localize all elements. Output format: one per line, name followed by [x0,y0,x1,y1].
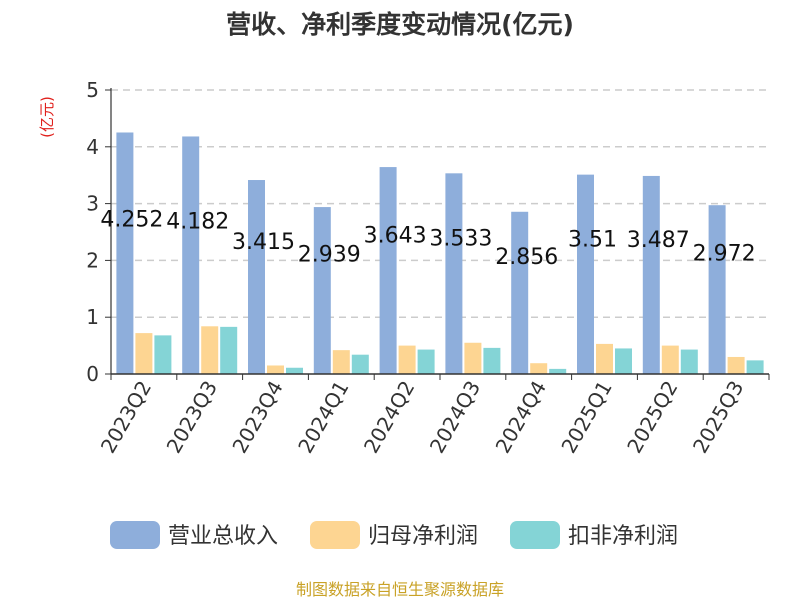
y-tick-label: 2 [86,248,99,272]
legend-swatch-2 [310,521,360,549]
bar-2025Q1-series-3 [615,348,632,374]
bar-2024Q4-series-2 [530,363,548,374]
data-label-2024Q1: 2.939 [298,243,361,268]
x-tick-label-2025Q2: 2025Q2 [622,377,682,458]
y-tick-label: 4 [86,135,99,159]
x-tick-label-2023Q4: 2023Q4 [227,377,287,458]
bar-2024Q2-series-3 [417,349,435,374]
y-tick-label: 0 [86,362,99,386]
bar-2023Q4-series-3 [286,367,303,374]
bar-2023Q2-series-3 [154,335,172,374]
y-axis-label: (亿元) [38,96,56,138]
data-label-2023Q4: 3.415 [232,230,295,255]
bar-2023Q4-series-1 [248,180,265,374]
data-label-2023Q3: 4.182 [166,209,229,234]
bar-2025Q3-series-3 [746,360,764,374]
source-note: 制图数据来自恒生聚源数据库 [296,580,504,599]
bar-2023Q2-series-2 [135,333,153,374]
bar-2024Q3-series-3 [483,347,501,374]
bar-2023Q3-series-2 [201,326,219,374]
legend-label-3: 扣非净利润 [568,524,678,549]
x-tick-label-2024Q4: 2024Q4 [491,377,551,458]
bar-2023Q3-series-3 [220,326,238,374]
data-label-2025Q1: 3.51 [568,227,617,252]
y-tick-label: 1 [86,305,99,329]
x-tick-label-2023Q2: 2023Q2 [96,377,156,458]
bar-2024Q1-series-2 [332,350,350,374]
x-tick-label-2024Q1: 2024Q1 [293,377,353,458]
chart-title: 营收、净利季度变动情况(亿元) [226,10,574,39]
x-tick-label-2025Q1: 2025Q1 [556,377,616,458]
data-label-2025Q3: 2.972 [693,242,756,267]
bar-2025Q1-series-2 [596,343,613,374]
bar-2025Q1-series-1 [577,174,594,374]
bar-2025Q3-series-1 [708,205,726,374]
bar-2024Q2-series-2 [398,345,416,374]
bar-2023Q2-series-1 [116,132,134,374]
x-tick-label-2025Q3: 2025Q3 [688,377,748,458]
bar-2024Q3-series-1 [445,173,463,374]
legend-swatch-1 [110,521,160,549]
bar-2024Q2-series-1 [379,167,397,374]
legend-label-2: 归母净利润 [368,524,478,549]
bar-2023Q4-series-2 [267,365,284,374]
legend-label-1: 营业总收入 [168,524,278,549]
x-tick-label-2024Q2: 2024Q2 [359,377,419,458]
x-tick-label-2024Q3: 2024Q3 [425,377,485,458]
bar-2023Q3-series-1 [182,136,200,374]
bar-2025Q2-series-1 [642,175,660,374]
bar-2024Q3-series-2 [464,342,482,374]
bar-2025Q2-series-3 [680,349,698,374]
bar-2025Q3-series-2 [727,356,745,374]
bar-2024Q1-series-1 [313,207,331,374]
data-label-2024Q2: 3.643 [364,224,427,249]
data-label-2023Q2: 4.252 [100,207,163,232]
grid [111,89,769,318]
legend-swatch-3 [510,521,560,549]
bar-2024Q4-series-3 [549,368,567,374]
bar-2024Q4-series-1 [511,211,529,374]
data-label-2025Q2: 3.487 [627,228,690,253]
legend: 营业总收入 归母净利润 扣非净利润 [110,521,678,549]
bar-2024Q1-series-3 [351,354,369,374]
y-tick-label: 5 [86,78,99,102]
bar-2025Q2-series-2 [661,345,679,374]
x-tick-label-2023Q3: 2023Q3 [162,377,222,458]
bars [116,132,764,374]
data-label-2024Q3: 3.533 [429,227,492,252]
data-label-2024Q4: 2.856 [495,245,558,270]
y-tick-label: 3 [86,192,99,216]
